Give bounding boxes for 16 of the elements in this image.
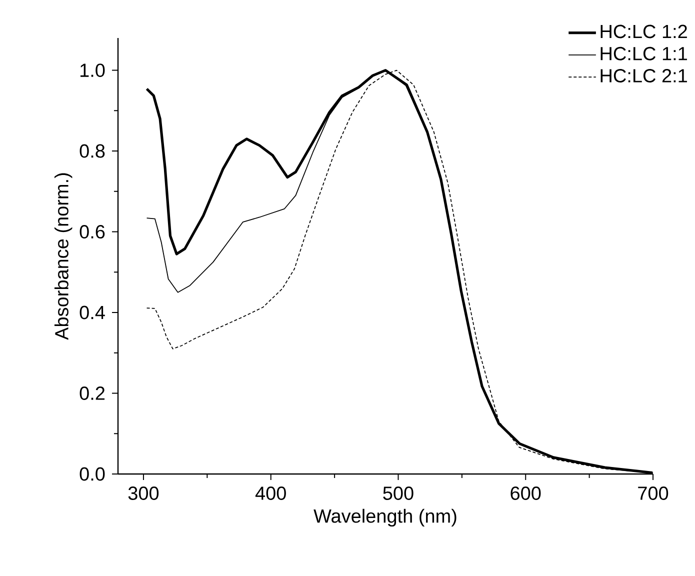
y-tick-label: 0.2 (80, 386, 105, 400)
y-tick-label: 0.8 (80, 144, 105, 158)
y-tick-label: 0.6 (80, 225, 105, 239)
x-axis-title: Wavelength (nm) (314, 508, 456, 527)
y-tick-label: 0.0 (80, 467, 105, 481)
x-tick-label: 400 (255, 486, 286, 500)
x-tick-label: 300 (128, 486, 159, 500)
y-tick-label: 1.0 (80, 64, 105, 78)
y-tick-label: 0.4 (80, 306, 105, 320)
x-tick-label: 500 (383, 486, 414, 500)
legend-label: HC:LC 1:1 (600, 46, 687, 60)
legend-label: HC:LC 2:1 (600, 68, 687, 82)
x-tick-label: 600 (510, 486, 541, 500)
y-axis-title: Absorbance (norm.) (54, 173, 72, 340)
x-tick-label: 700 (638, 486, 668, 500)
legend-label: HC:LC 1:2 (600, 24, 687, 38)
